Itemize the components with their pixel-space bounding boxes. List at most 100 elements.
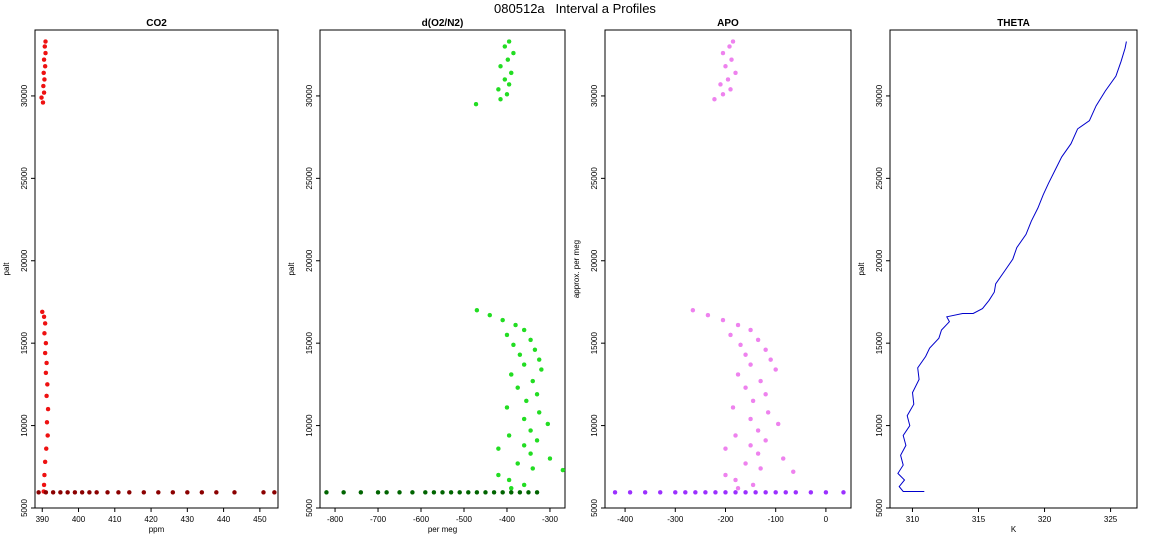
data-point (773, 367, 778, 372)
y-tick-label: 5000 (875, 499, 884, 517)
x-tick-label: -600 (413, 515, 430, 524)
data-point (506, 477, 512, 483)
data-point (763, 438, 768, 443)
data-point (720, 50, 726, 56)
x-axis-label: per meg (428, 525, 457, 534)
data-point (41, 90, 47, 95)
x-tick-label: 450 (253, 515, 267, 524)
x-tick-label: 410 (108, 515, 122, 524)
data-point (521, 416, 527, 422)
theta-line (897, 41, 1127, 492)
data-point (530, 378, 536, 384)
data-point (515, 461, 520, 466)
data-point (423, 490, 428, 495)
data-point (509, 70, 514, 76)
data-point (36, 490, 41, 495)
y-tick-label: 20000 (20, 249, 29, 272)
data-point (723, 490, 728, 495)
data-point (199, 490, 205, 495)
data-point (504, 405, 510, 410)
x-tick-label: -500 (456, 515, 473, 524)
data-point (41, 57, 47, 62)
data-point (44, 360, 49, 366)
data-point (505, 57, 511, 62)
y-tick-label: 30000 (875, 84, 884, 107)
data-point (39, 95, 44, 100)
x-axis-label: ppm (149, 525, 165, 534)
data-point (720, 317, 726, 323)
data-point (500, 490, 505, 495)
data-point (728, 332, 733, 338)
panel-title: THETA (997, 18, 1030, 29)
x-tick-label: -700 (370, 515, 387, 524)
data-point (41, 83, 46, 89)
data-point (733, 477, 738, 483)
data-point (705, 312, 711, 318)
data-point (504, 92, 510, 97)
data-point (44, 393, 49, 399)
y-tick-label: 25000 (20, 167, 29, 190)
data-point (703, 490, 708, 495)
data-point (723, 64, 728, 69)
data-point (791, 469, 796, 474)
data-point (775, 421, 781, 427)
data-point (116, 490, 121, 495)
data-point (43, 50, 48, 56)
data-point (755, 337, 761, 343)
y-tick-label: 5000 (305, 499, 314, 517)
data-point (466, 490, 471, 495)
y-tick-label: 25000 (305, 167, 314, 190)
data-point (730, 39, 736, 44)
x-tick-label: -300 (667, 515, 684, 524)
data-point (42, 459, 48, 465)
data-point (431, 490, 437, 495)
data-point (42, 472, 47, 478)
y-axis-label: approx. per meg (572, 240, 581, 298)
y-axis-label: palt (287, 262, 296, 276)
x-tick-label: -400 (617, 515, 634, 524)
y-tick-label: 30000 (305, 84, 314, 107)
data-point (612, 490, 618, 495)
data-point (397, 490, 402, 495)
data-point (45, 382, 50, 387)
data-point (723, 472, 728, 478)
data-point (50, 490, 56, 495)
data-point (511, 342, 516, 348)
data-point (87, 490, 92, 495)
plot-frame (319, 29, 566, 509)
data-point (44, 420, 50, 425)
data-point (763, 490, 768, 495)
data-point (528, 428, 533, 433)
data-point (58, 490, 63, 495)
data-point (65, 490, 70, 495)
data-point (712, 96, 717, 102)
data-point (341, 490, 346, 495)
data-point (170, 490, 176, 495)
data-point (506, 82, 512, 87)
y-tick-label: 5000 (20, 499, 29, 517)
data-point (498, 64, 503, 69)
y-tick-label: 25000 (590, 167, 599, 190)
data-point (515, 385, 520, 390)
data-point (534, 490, 540, 495)
data-point (735, 322, 741, 328)
data-point (40, 309, 45, 315)
data-point (673, 490, 678, 495)
data-point (185, 490, 190, 495)
data-point (718, 82, 723, 87)
x-tick-label: 315 (972, 515, 986, 524)
data-point (483, 490, 488, 495)
data-point (375, 490, 381, 495)
data-point (496, 87, 501, 92)
data-point (94, 490, 99, 495)
data-point (498, 96, 503, 102)
data-point (735, 485, 741, 491)
data-point (793, 490, 799, 495)
data-point (763, 392, 768, 397)
data-point (517, 490, 523, 495)
data-point (43, 340, 49, 346)
data-point (713, 490, 718, 495)
plot-frame (604, 29, 852, 509)
data-point (45, 433, 50, 438)
data-point (729, 57, 734, 62)
